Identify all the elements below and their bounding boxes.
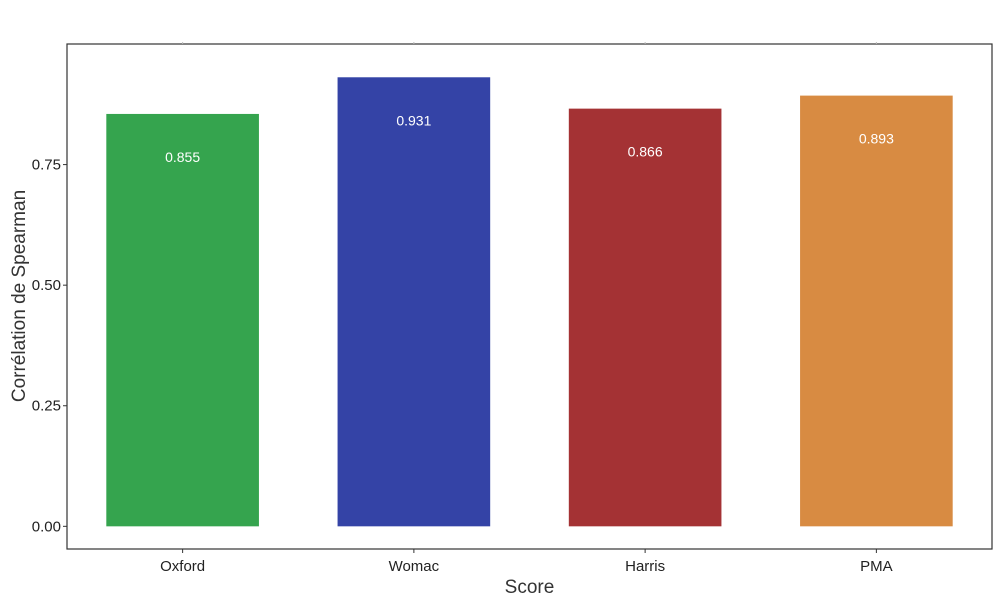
y-axis: 0.00 0.25 0.50 0.75 — [32, 157, 67, 535]
bar-pma — [800, 95, 953, 527]
bar-value-label: 0.931 — [396, 112, 431, 128]
y-tick-label: 0.75 — [32, 157, 61, 174]
bar-value-label: 0.855 — [165, 149, 200, 165]
bars-group — [106, 77, 953, 527]
x-tick-label: Harris — [625, 558, 665, 575]
x-axis: Oxford Womac Harris PMA — [160, 42, 893, 575]
x-tick-label: Oxford — [160, 558, 205, 575]
y-tick-label: 0.50 — [32, 277, 61, 294]
x-tick-label: PMA — [860, 558, 893, 575]
y-tick-label: 0.00 — [32, 518, 61, 535]
y-axis-title: Corrélation de Spearman — [9, 190, 30, 402]
bar-value-label: 0.866 — [628, 144, 663, 160]
bar-labels-group: 0.855 0.931 0.866 0.893 — [165, 112, 894, 165]
y-tick-label: 0.25 — [32, 398, 61, 415]
x-axis-title: Score — [505, 577, 555, 598]
x-tick-label: Womac — [389, 558, 440, 575]
bar-womac — [337, 77, 491, 527]
bar-value-label: 0.893 — [859, 131, 894, 147]
bar-oxford — [106, 113, 259, 527]
bar-harris — [568, 108, 722, 527]
